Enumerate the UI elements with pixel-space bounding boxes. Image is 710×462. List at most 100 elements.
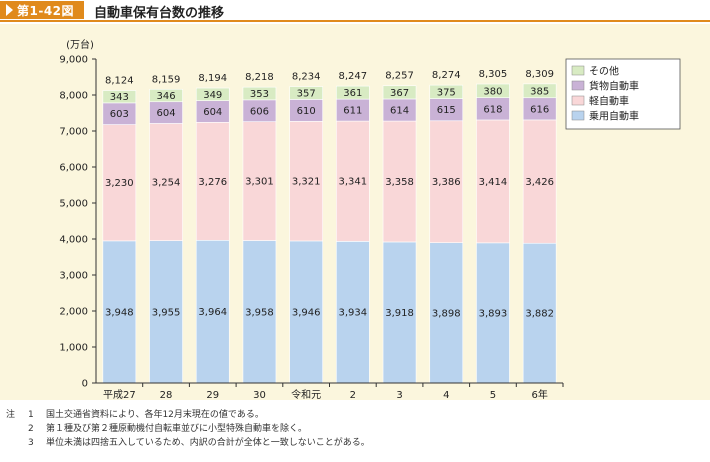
x-tick-label: 28 [160, 390, 173, 400]
total-value-label: 8,159 [152, 74, 181, 85]
footnote-number: 3 [28, 438, 34, 448]
bar-segment [476, 83, 510, 99]
segment-value-label: 616 [530, 104, 549, 115]
total-value-label: 8,305 [479, 69, 508, 80]
segment-value-label: 353 [250, 89, 269, 100]
footnote-text: 第１種及び第２種原動機付自転車並びに小型特殊自動車を除く。 [46, 424, 308, 434]
stacked-bar-chart: (万台) 0 1,000 2,000 3,000 4,000 5,000 6,000 7,000… [59, 38, 681, 400]
segment-value-label: 611 [343, 106, 362, 117]
bar-segment [382, 120, 417, 243]
segment-value-label: 3,964 [198, 307, 227, 318]
footnote-row: 3 単位未満は四捨五入しているため、内訳の合計が全体と一致しないことがある。 [6, 436, 370, 450]
segment-value-label: 3,276 [198, 177, 227, 188]
segment-value-label: 3,898 [432, 308, 461, 319]
figure-title: 自動車保有台数の推移 [94, 6, 225, 21]
y-tick-label: 4,000 [59, 235, 88, 246]
figure-header: 第1-42図 自動車保有台数の推移 [0, 0, 710, 22]
bar-segment [195, 239, 230, 384]
x-axis: 平成27 28 29 30 令和元 2 3 4 5 6年 [96, 382, 564, 400]
bar-segment [382, 241, 417, 384]
total-value-label: 8,234 [292, 72, 321, 83]
segment-value-label: 604 [203, 107, 222, 118]
y-tick-label: 3,000 [59, 271, 88, 282]
footnote-head: 注 [6, 410, 16, 420]
y-tick-label: 9,000 [59, 55, 88, 66]
header-rule [0, 20, 710, 22]
segment-value-label: 618 [483, 104, 502, 115]
total-value-label: 8,247 [339, 71, 368, 82]
bar-segment [476, 242, 510, 384]
bar-segment [382, 85, 417, 100]
x-tick-label: 4 [443, 390, 449, 400]
figure-number-badge: 第1-42図 [0, 1, 84, 19]
legend-label: 貨物自動車 [589, 80, 639, 93]
x-tick-label: 30 [253, 390, 266, 400]
total-value-label: 8,124 [105, 76, 134, 87]
segment-value-label: 3,946 [292, 307, 321, 318]
x-tick-label: 5 [490, 390, 496, 400]
y-tick-label: 5,000 [59, 199, 88, 210]
y-axis: (万台) 0 1,000 2,000 3,000 4,000 5,000 6,000 7,000… [59, 38, 97, 390]
bar-segment [149, 88, 183, 103]
y-tick-label: 8,000 [59, 91, 88, 102]
bar-segment [149, 240, 183, 384]
segment-value-label: 361 [343, 88, 362, 99]
legend-swatch [571, 80, 585, 91]
y-tick-label: 7,000 [59, 127, 88, 138]
bar-segment [195, 87, 230, 101]
total-value-label: 8,309 [525, 69, 554, 80]
legend-label: 乗用自動車 [589, 110, 639, 123]
segment-value-label: 367 [390, 88, 409, 99]
segment-value-label: 3,254 [152, 178, 181, 189]
bar-segment [289, 121, 323, 242]
segment-value-label: 604 [157, 108, 176, 119]
header-band [0, 0, 710, 20]
total-value-label: 8,194 [198, 73, 227, 84]
footnote-number: 2 [28, 424, 34, 434]
segment-value-label: 615 [437, 105, 456, 116]
segment-value-label: 610 [297, 106, 316, 117]
bar-segment [102, 124, 137, 242]
x-tick-label: 6年 [531, 388, 547, 400]
bar-segment [336, 120, 370, 242]
segment-value-label: 3,918 [385, 308, 414, 319]
bar-segment [336, 241, 370, 384]
y-tick-label: 6,000 [59, 163, 88, 174]
total-value-label: 8,274 [432, 70, 461, 81]
bar-segment [289, 240, 323, 384]
bar-segment [242, 86, 277, 101]
bar-segment [522, 242, 557, 384]
segment-value-label: 3,301 [245, 177, 274, 188]
bar-segment [336, 85, 370, 100]
bar-segment [429, 120, 464, 243]
y-tick-label: 0 [82, 379, 88, 390]
total-value-label: 8,257 [385, 71, 414, 82]
bar-segment [289, 86, 323, 100]
total-value-label: 8,218 [245, 72, 274, 83]
x-tick-label: 3 [396, 390, 402, 400]
segment-value-label: 3,958 [245, 307, 274, 318]
segment-value-label: 343 [110, 92, 129, 103]
footnote-row: 2 第１種及び第２種原動機付自転車並びに小型特殊自動車を除く。 [6, 422, 370, 436]
footnotes: 注 1 国土交通省資料により、各年12月末現在の値である。 2 第１種及び第２種… [6, 408, 370, 450]
segment-value-label: 385 [530, 86, 549, 97]
segment-value-label: 3,934 [339, 308, 368, 319]
triangle-marker-icon [6, 4, 13, 16]
segment-value-label: 3,230 [105, 178, 134, 189]
legend-box [565, 58, 681, 130]
legend-label: その他 [589, 65, 619, 78]
segment-value-label: 3,321 [292, 177, 321, 188]
legend-label: 軽自動車 [589, 95, 629, 108]
segment-value-label: 3,955 [152, 307, 181, 318]
figure-number: 第1-42図 [17, 3, 75, 18]
segment-value-label: 603 [110, 109, 129, 120]
segment-value-label: 614 [390, 106, 409, 117]
segment-value-label: 349 [203, 90, 222, 101]
segment-value-label: 3,341 [339, 177, 368, 188]
segment-value-label: 357 [297, 89, 316, 100]
footnote-number: 1 [28, 410, 34, 420]
bar-segment [195, 122, 230, 241]
bar-segment [242, 121, 277, 241]
bar-segment [522, 83, 557, 99]
